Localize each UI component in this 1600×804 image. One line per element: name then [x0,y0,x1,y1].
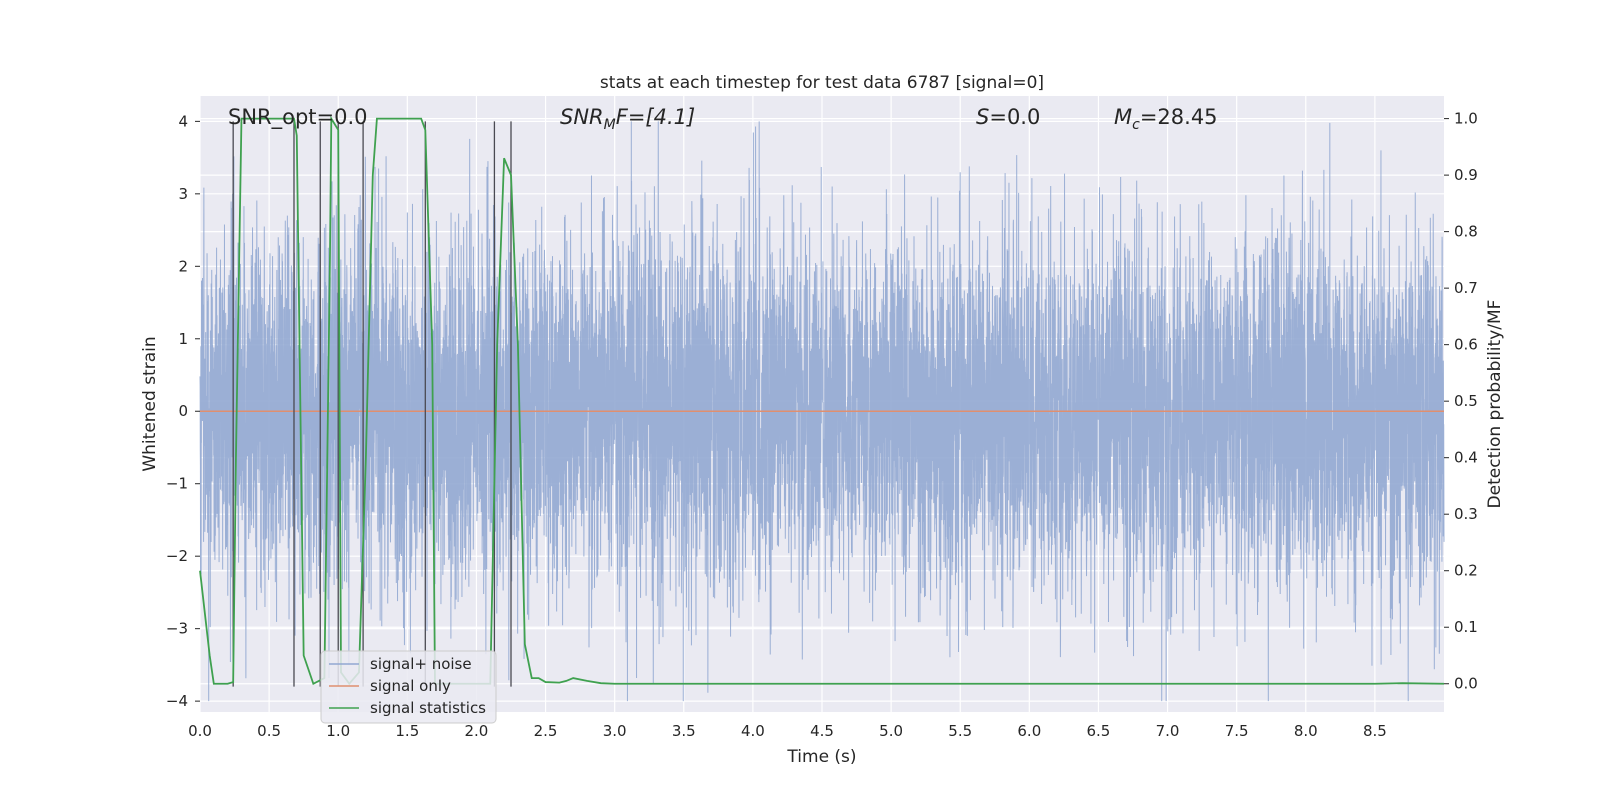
s-rest: =0.0 [989,105,1040,129]
y-tick-label: 1 [178,330,188,348]
y-axis-label: Whitened strain [140,336,160,471]
snr-mf-main: SNR [560,105,604,129]
snr-mf-annotation: SNRMF=[4.1] [560,105,695,133]
legend-label-signal-statistics: signal statistics [370,699,486,717]
mc-annotation: Mc=28.45 [1114,105,1218,133]
y2-tick-label: 0.9 [1454,166,1478,184]
x-tick-label: 2.5 [534,722,558,740]
signal-statistics-line [199,115,1445,686]
mc-rest: =28.45 [1140,105,1218,129]
signal-plus-noise-line [199,121,1445,702]
x-tick-label: 3.0 [603,722,627,740]
x-tick-label: 8.0 [1294,722,1318,740]
y2-tick-label: 0.0 [1454,675,1478,693]
y-tick-labels: 4 3 2 1 0 −1 −2 −3 −4 [166,112,200,710]
x-tick-label: 1.0 [326,722,350,740]
x-tick-label: 4.0 [741,722,765,740]
y2-tick-label: 0.3 [1454,505,1478,523]
x-tick-label: 6.0 [1017,722,1041,740]
snr-mf-sub: M [604,117,616,133]
y-tick-label: −4 [166,692,188,710]
y2-tick-label: 0.7 [1454,279,1478,297]
mc-main: M [1114,105,1132,129]
x-tick-label: 4.5 [810,722,834,740]
snr-opt-annotation: SNR_opt=0.0 [228,105,368,130]
vertical-markers [232,121,512,687]
x-tick-label: 5.0 [879,722,903,740]
y2-axis-label: Detection probability/MF [1485,300,1505,509]
y2-tick-label: 0.6 [1454,336,1478,354]
x-tick-label: 7.5 [1225,722,1249,740]
y2-tick-label: 0.4 [1454,449,1478,467]
y2-tick-label: 0.5 [1454,392,1478,410]
signal-statistics-series [199,115,1445,686]
mc-sub: c [1132,117,1140,133]
y-tick-label: 3 [178,185,188,203]
x-tick-label: 8.5 [1363,722,1387,740]
y2-tick-labels: 1.0 0.9 0.8 0.7 0.6 0.5 0.4 0.3 0.2 0.1 0.0 [1444,110,1478,693]
s-annotation: S=0.0 [976,105,1040,129]
snr-mf-rest: F=[4.1] [616,105,695,129]
y-tick-label: 2 [178,257,188,275]
x-tick-label: 6.5 [1087,722,1111,740]
x-axis-label: Time (s) [786,747,856,767]
legend-label-signal-plus-noise: signal+ noise [370,655,472,673]
x-tick-label: 3.5 [672,722,696,740]
y2-tick-label: 0.2 [1454,562,1478,580]
y2-tick-label: 0.8 [1454,223,1478,241]
x-tick-label: 1.5 [395,722,419,740]
y-tick-label: −3 [166,620,188,638]
y-tick-label: 4 [178,112,188,130]
legend-label-signal-only: signal only [370,677,451,695]
y-tick-label: −1 [166,475,188,493]
x-tick-label: 7.0 [1156,722,1180,740]
y2-tick-label: 0.1 [1454,618,1478,636]
x-tick-label: 0.0 [188,722,212,740]
chart-title: stats at each timestep for test data 678… [600,73,1044,93]
x-tick-label: 0.5 [257,722,281,740]
legend: signal+ noise signal only signal statist… [320,650,497,724]
signal-plus-noise-series [199,121,1445,702]
y2-tick-label: 1.0 [1454,110,1478,128]
y-tick-label: −2 [166,547,188,565]
s-main: S [976,105,989,129]
x-tick-label: 5.5 [948,722,972,740]
y-tick-label: 0 [178,402,188,420]
x-tick-label: 2.0 [465,722,489,740]
x-tick-labels: 0.0 0.5 1.0 1.5 2.0 2.5 3.0 3.5 4.0 4.5 5.0 5.5 6.0 6… [188,722,1387,740]
legend-box [320,650,497,724]
